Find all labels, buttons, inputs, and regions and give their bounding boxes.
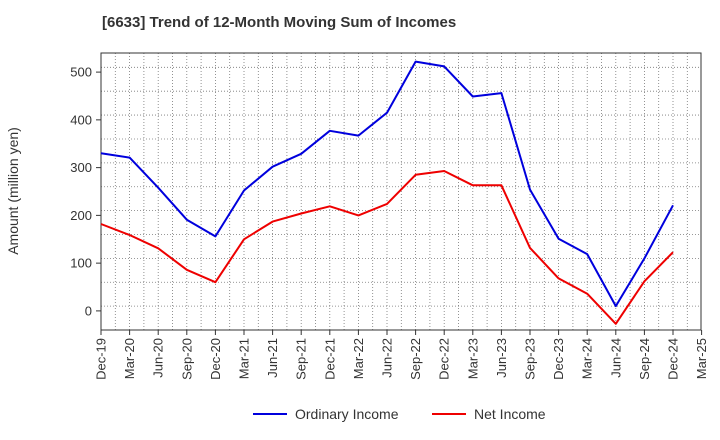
x-tick-label: Sep-21: [294, 338, 309, 380]
series-line-2: [100, 170, 674, 325]
y-axis-title: Amount (million yen): [5, 127, 21, 255]
x-tick-label: Mar-24: [580, 338, 595, 379]
y-tick-label: 0: [85, 303, 92, 318]
x-tick-label: Jun-24: [608, 338, 623, 378]
legend-label-2: Net Income: [474, 406, 546, 422]
x-tick-label: Dec-24: [666, 338, 681, 380]
y-tick-label: 400: [70, 112, 92, 127]
x-tick-label: Jun-22: [380, 338, 395, 378]
x-tick-label: Jun-21: [265, 338, 280, 378]
y-tick-label: 100: [70, 256, 92, 271]
chart-title: [6633] Trend of 12-Month Moving Sum of I…: [102, 14, 457, 31]
y-tick-label: 300: [70, 160, 92, 175]
series-layer: [100, 60, 674, 325]
y-tick-label: 200: [70, 208, 92, 223]
x-tick-label: Dec-22: [437, 338, 452, 380]
x-tick-label: Sep-22: [408, 338, 423, 380]
y-axis-ticks: 0 100 200 300 400 500: [70, 65, 101, 318]
x-tick-label: Dec-19: [94, 338, 109, 380]
x-tick-label: Mar-20: [122, 338, 137, 379]
plot-frame: [100, 52, 702, 331]
x-tick-label: Sep-20: [179, 338, 194, 380]
x-tick-label: Dec-21: [322, 338, 337, 380]
x-tick-label: Dec-20: [208, 338, 223, 380]
legend: Ordinary Income Net Income: [253, 406, 546, 422]
x-tick-label: Mar-21: [237, 338, 252, 379]
series-line-1: [100, 60, 674, 308]
x-axis-ticks: Dec-19 Mar-20 Jun-20 Sep-20 Dec-20 Mar-21 Jun-…: [94, 330, 709, 380]
y-tick-label: 500: [70, 65, 92, 80]
x-tick-label: Mar-25: [694, 338, 709, 379]
legend-label-1: Ordinary Income: [295, 406, 399, 422]
x-tick-label: Dec-23: [551, 338, 566, 380]
x-tick-label: Mar-22: [351, 338, 366, 379]
x-tick-label: Mar-23: [465, 338, 480, 379]
x-tick-label: Jun-23: [494, 338, 509, 378]
x-tick-label: Sep-23: [523, 338, 538, 380]
x-tick-label: Sep-24: [637, 338, 652, 380]
x-tick-label: Jun-20: [151, 338, 166, 378]
gridlines: [101, 53, 701, 330]
